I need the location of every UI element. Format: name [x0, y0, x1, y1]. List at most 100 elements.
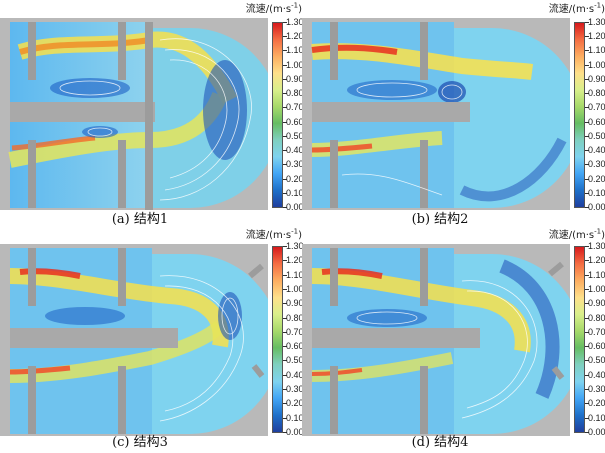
colorbar-tick-label: 0.30	[588, 159, 605, 170]
colorbar-tick-mark	[585, 317, 589, 319]
panel-b: 流速/(m·s-1) 1.30 1.20 1.10 1.00 0.90 0.80 0.70 0…	[302, 0, 605, 227]
flow-field-d	[302, 244, 570, 436]
colorbar-tick-mark	[585, 150, 589, 152]
colorbar-tick-label: 0.90	[588, 73, 605, 84]
colorbar-tick-mark	[283, 360, 287, 362]
colorbar-tick-mark	[585, 78, 589, 80]
colorbar-tick-label: 0.50	[588, 130, 605, 141]
panel-caption: (b) 结构2	[411, 212, 469, 227]
colorbar-tick-label: 0.10	[286, 412, 304, 423]
colorbar-tick-label: 0.90	[286, 73, 304, 84]
colorbar-title: 流速/(m·s-1)	[548, 1, 605, 15]
colorbar-tick-label: 0.20	[588, 398, 605, 409]
colorbar-tick-label: 1.20	[588, 255, 605, 266]
colorbar-tick-mark	[283, 346, 287, 348]
colorbar-tick-mark	[283, 274, 287, 276]
colorbar	[574, 22, 585, 208]
colorbar-tick-label: 0.20	[588, 173, 605, 184]
colorbar-tick-mark	[585, 374, 589, 376]
flow-field-b	[302, 18, 570, 210]
colorbar-tick-mark	[283, 288, 287, 290]
colorbar-tick-label: 0.50	[588, 355, 605, 366]
colorbar-tick-mark	[283, 260, 287, 262]
colorbar-tick-label: 0.90	[588, 298, 605, 309]
colorbar-tick-label: 0.40	[588, 145, 605, 156]
colorbar-tick-label: 0.70	[588, 102, 605, 113]
colorbar-tick-label: 0.00	[588, 202, 605, 212]
colorbar-tick-label: 1.10	[286, 269, 304, 280]
colorbar-tick-mark	[283, 78, 287, 80]
colorbar-tick-mark	[585, 246, 589, 247]
colorbar-tick-mark	[283, 303, 287, 305]
colorbar-tick-label: 0.90	[286, 298, 304, 309]
colorbar-tick-mark	[283, 36, 287, 38]
colorbar-tick-mark	[585, 432, 589, 433]
colorbar-tick-mark	[585, 346, 589, 348]
colorbar-tick-mark	[283, 178, 287, 180]
colorbar-tick-mark	[585, 288, 589, 290]
colorbar-tick-mark	[283, 317, 287, 319]
colorbar-tick-mark	[585, 192, 589, 194]
colorbar-tick-mark	[283, 192, 287, 194]
colorbar-tick-label: 0.80	[286, 88, 304, 99]
colorbar-tick-mark	[283, 374, 287, 376]
colorbar-tick-mark	[283, 207, 287, 208]
colorbar-tick-label: 0.70	[588, 326, 605, 337]
colorbar-tick-mark	[283, 93, 287, 95]
colorbar-tick-mark	[585, 22, 589, 23]
colorbar-tick-mark	[283, 150, 287, 152]
colorbar-tick-label: 0.00	[286, 202, 304, 212]
colorbar-tick-mark	[585, 164, 589, 166]
colorbar-tick-mark	[585, 260, 589, 262]
colorbar-title: 流速/(m·s-1)	[548, 227, 605, 241]
colorbar-tick-mark	[585, 93, 589, 95]
panel-c: 流速/(m·s-1) 1.30 1.20 1.10 1.00 0.90 0.80 0.70 0…	[0, 226, 304, 453]
colorbar-tick-label: 0.30	[286, 159, 304, 170]
colorbar-tick-label: 1.20	[286, 31, 304, 42]
colorbar-tick-label: 0.00	[286, 427, 304, 437]
colorbar-tick-label: 0.80	[588, 88, 605, 99]
colorbar-tick-label: 1.00	[286, 59, 304, 70]
colorbar-tick-label: 0.10	[588, 412, 605, 423]
colorbar-tick-mark	[585, 207, 589, 208]
colorbar	[272, 22, 283, 208]
colorbar-tick-mark	[283, 331, 287, 333]
colorbar	[272, 246, 283, 433]
colorbar-tick-label: 0.30	[286, 384, 304, 395]
colorbar-tick-label: 0.60	[588, 116, 605, 127]
colorbar-tick-mark	[283, 64, 287, 66]
colorbar-tick-mark	[585, 403, 589, 405]
colorbar-tick-mark	[585, 36, 589, 38]
panel-caption: (d) 结构4	[411, 435, 469, 450]
colorbar-tick-label: 0.70	[286, 102, 304, 113]
colorbar-tick-label: 0.30	[588, 384, 605, 395]
colorbar-tick-label: 0.60	[286, 341, 304, 352]
colorbar-tick-label: 0.60	[588, 341, 605, 352]
colorbar-tick-mark	[283, 417, 287, 419]
colorbar-tick-label: 1.30	[588, 17, 605, 27]
colorbar-tick-label: 1.20	[588, 31, 605, 42]
colorbar-tick-mark	[585, 331, 589, 333]
colorbar-tick-label: 1.30	[286, 17, 304, 27]
colorbar-tick-mark	[283, 403, 287, 405]
colorbar-tick-label: 1.00	[588, 283, 605, 294]
colorbar-title: 流速/(m·s-1)	[245, 227, 302, 241]
colorbar-tick-mark	[585, 121, 589, 123]
colorbar-tick-label: 0.20	[286, 173, 304, 184]
colorbar-tick-mark	[585, 417, 589, 419]
colorbar-tick-mark	[283, 121, 287, 123]
colorbar-tick-mark	[585, 64, 589, 66]
colorbar-tick-mark	[283, 135, 287, 137]
colorbar-tick-mark	[283, 432, 287, 433]
colorbar-tick-mark	[585, 178, 589, 180]
panel-caption: (c) 结构3	[112, 435, 168, 450]
colorbar-tick-label: 0.50	[286, 130, 304, 141]
colorbar-tick-mark	[283, 246, 287, 247]
colorbar-tick-label: 0.20	[286, 398, 304, 409]
colorbar-tick-label: 0.40	[286, 369, 304, 380]
colorbar-tick-label: 1.00	[588, 59, 605, 70]
colorbar-tick-mark	[585, 389, 589, 391]
colorbar-tick-label: 1.20	[286, 255, 304, 266]
colorbar-tick-mark	[585, 360, 589, 362]
colorbar-title: 流速/(m·s-1)	[245, 1, 302, 15]
